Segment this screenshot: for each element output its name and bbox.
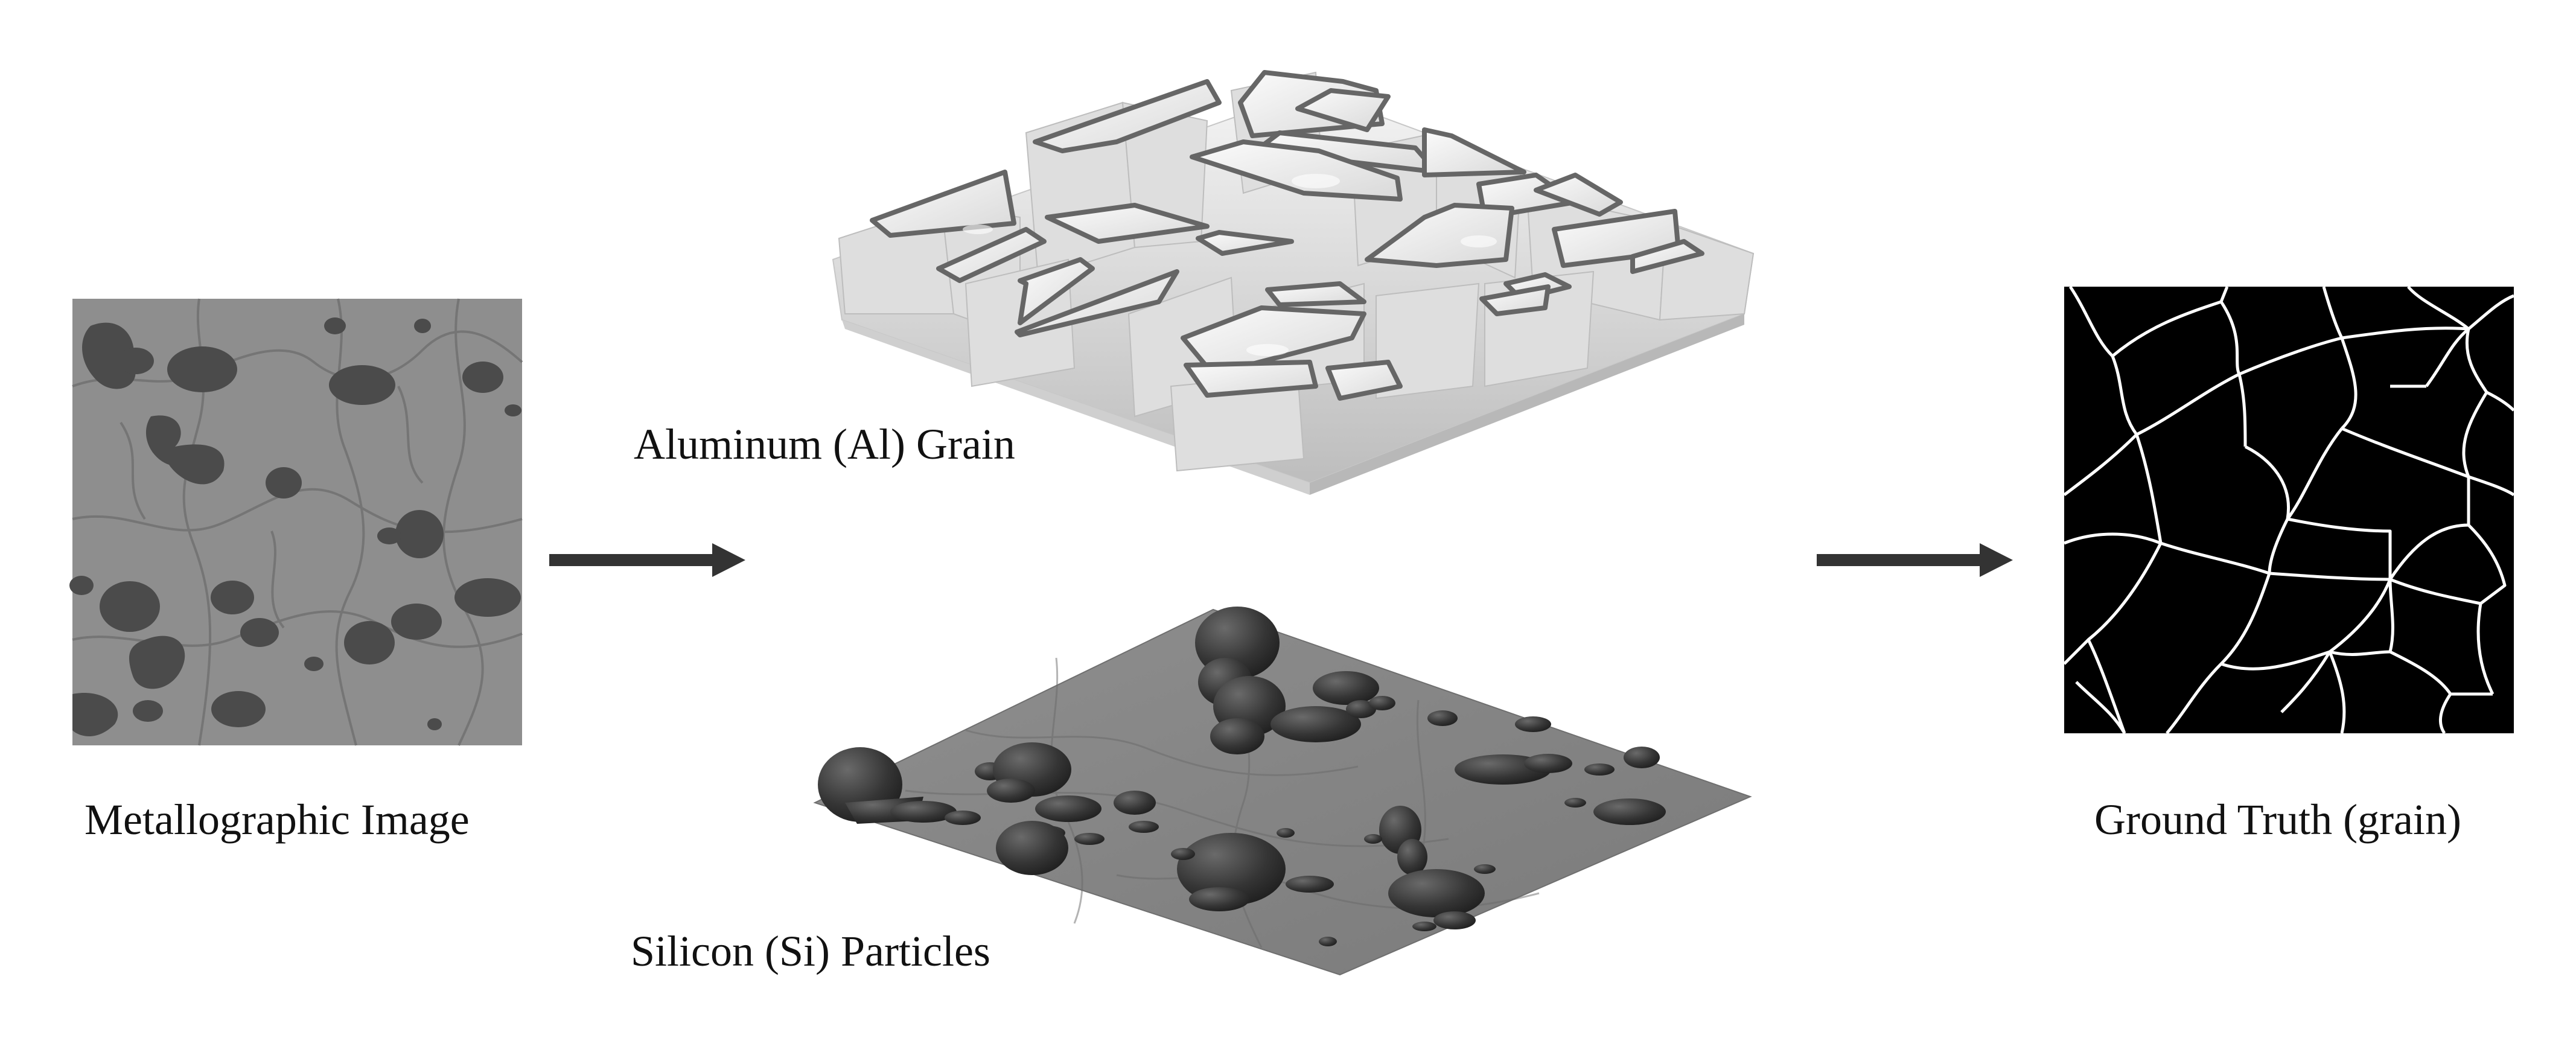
aluminum-grain-3d (832, 70, 1755, 495)
ground-truth-grain-map (2063, 285, 2515, 734)
al-grain-highlights (963, 174, 1497, 356)
al-grain-tops (870, 70, 1704, 401)
aluminum-grain-label: Aluminum (Al) Grain (634, 420, 1015, 468)
silicon-particles-label: Silicon (Si) Particles (631, 927, 990, 975)
metallo-si-particles (69, 317, 521, 736)
arrow-left (549, 543, 745, 577)
metallographic-image-label: Metallographic Image (84, 795, 470, 844)
metallographic-image (69, 298, 523, 746)
arrow-right (1817, 543, 2013, 577)
silicon-particles-3d (813, 607, 1752, 976)
ground-truth-boundaries (2063, 285, 2515, 734)
si-particles (818, 607, 1666, 946)
ground-truth-label: Ground Truth (grain) (2094, 795, 2461, 844)
